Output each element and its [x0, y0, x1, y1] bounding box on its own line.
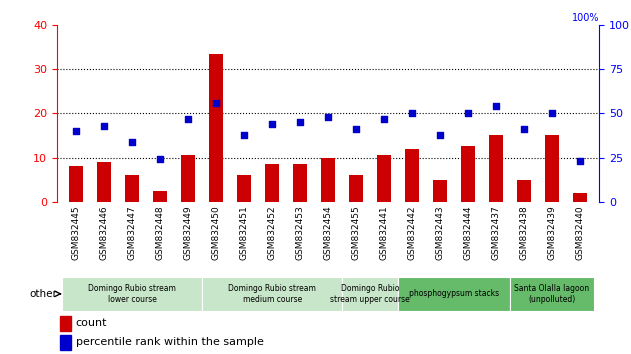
Bar [265, 164, 279, 202]
Bar [349, 175, 363, 202]
Text: phosphogypsum stacks: phosphogypsum stacks [409, 289, 499, 298]
Text: GSM832437: GSM832437 [492, 205, 500, 260]
Bar [321, 158, 335, 202]
Point [575, 158, 585, 164]
Bar [405, 149, 419, 202]
Bar [293, 164, 307, 202]
Text: GSM832454: GSM832454 [324, 205, 333, 260]
Point [435, 132, 445, 137]
FancyBboxPatch shape [342, 277, 398, 311]
Bar [489, 135, 503, 202]
Point [491, 103, 501, 109]
Point [71, 128, 81, 134]
Bar [461, 147, 475, 202]
Text: 100%: 100% [572, 13, 599, 23]
Text: GSM832447: GSM832447 [128, 205, 137, 260]
Point [211, 100, 221, 105]
Point [463, 110, 473, 116]
Bar [69, 166, 83, 202]
Text: other: other [30, 289, 57, 299]
Bar [97, 162, 111, 202]
Text: GSM832444: GSM832444 [464, 205, 473, 260]
Text: GSM832445: GSM832445 [72, 205, 81, 260]
Bar [209, 53, 223, 202]
Bar [59, 335, 71, 350]
Point [547, 110, 557, 116]
Bar [545, 135, 559, 202]
Text: GSM832450: GSM832450 [212, 205, 221, 260]
FancyBboxPatch shape [510, 277, 594, 311]
Bar [377, 155, 391, 202]
Text: GSM832455: GSM832455 [351, 205, 360, 260]
Bar [59, 316, 71, 331]
Bar [573, 193, 587, 202]
Point [351, 126, 361, 132]
Bar [517, 180, 531, 202]
Point [127, 139, 138, 144]
Text: GSM832446: GSM832446 [100, 205, 109, 260]
Text: Santa Olalla lagoon
(unpolluted): Santa Olalla lagoon (unpolluted) [514, 284, 589, 303]
Bar [126, 175, 139, 202]
Text: GSM832451: GSM832451 [240, 205, 249, 260]
Text: GSM832438: GSM832438 [519, 205, 528, 260]
Point [407, 110, 417, 116]
Bar [181, 155, 195, 202]
Text: GSM832448: GSM832448 [156, 205, 165, 260]
Text: GSM832442: GSM832442 [408, 205, 416, 260]
Text: count: count [76, 318, 107, 328]
Text: GSM832453: GSM832453 [296, 205, 305, 260]
Point [155, 156, 165, 162]
Bar [237, 175, 251, 202]
Text: Domingo Rubio stream
lower course: Domingo Rubio stream lower course [88, 284, 176, 303]
Bar [433, 180, 447, 202]
Point [519, 126, 529, 132]
FancyBboxPatch shape [62, 277, 203, 311]
FancyBboxPatch shape [398, 277, 510, 311]
Text: percentile rank within the sample: percentile rank within the sample [76, 337, 264, 347]
Point [295, 119, 305, 125]
Point [379, 116, 389, 121]
Text: GSM832440: GSM832440 [575, 205, 584, 260]
Point [99, 123, 109, 129]
Point [239, 132, 249, 137]
Text: GSM832439: GSM832439 [548, 205, 557, 260]
Bar [153, 191, 167, 202]
Text: GSM832449: GSM832449 [184, 205, 192, 260]
Text: Domingo Rubio
stream upper course: Domingo Rubio stream upper course [330, 284, 410, 303]
Text: GSM832452: GSM832452 [268, 205, 276, 260]
Point [267, 121, 277, 127]
Point [183, 116, 193, 121]
Point [323, 114, 333, 120]
FancyBboxPatch shape [203, 277, 342, 311]
Text: GSM832441: GSM832441 [380, 205, 389, 260]
Text: Domingo Rubio stream
medium course: Domingo Rubio stream medium course [228, 284, 316, 303]
Text: GSM832443: GSM832443 [435, 205, 444, 260]
